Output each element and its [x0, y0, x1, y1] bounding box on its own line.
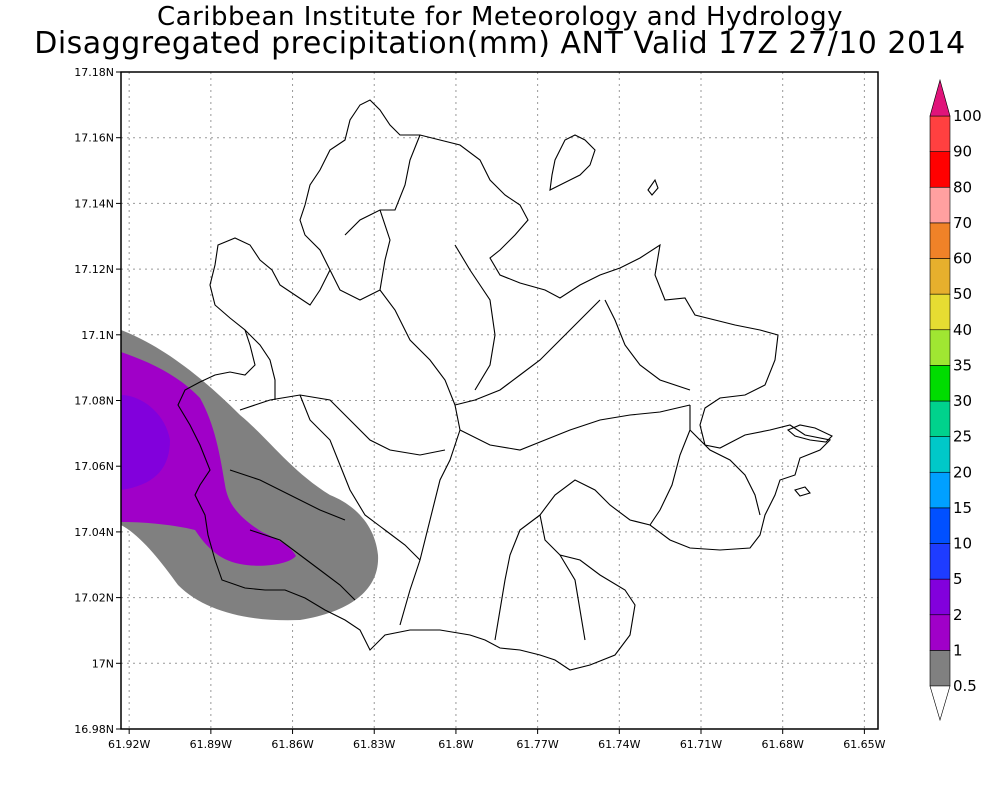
island-outline — [177, 99, 833, 671]
colorbar-swatch — [929, 329, 951, 366]
latitude-tick-labels: 17.18N 17.16N 17.14N 17.12N 17.1N 17.08N 17.06… — [74, 66, 121, 736]
colorbar-label: 15 — [953, 499, 972, 517]
colorbar-swatch — [929, 436, 951, 473]
lat-tick-label: 16.98N — [74, 723, 114, 736]
colorbar-label: 20 — [953, 463, 972, 481]
colorbar-label: 5 — [953, 570, 963, 588]
precip-region-purple — [121, 352, 296, 566]
colorbar-swatch — [929, 507, 951, 544]
internal-boundary — [459, 404, 691, 451]
colorbar-label: 30 — [953, 392, 972, 410]
colorbar-label: 50 — [953, 285, 972, 303]
lat-tick-label: 17.16N — [74, 132, 114, 145]
internal-boundary — [379, 289, 461, 626]
colorbar-label: 80 — [953, 178, 972, 196]
lon-tick-label: 61.77W — [516, 738, 558, 751]
lat-tick-label: 17.14N — [74, 197, 114, 210]
colorbar-label: 10 — [953, 535, 972, 553]
colorbar-swatch — [929, 365, 951, 402]
colorbar-swatch — [929, 578, 951, 616]
internal-boundary — [249, 529, 356, 601]
colorbar-under-arrow — [929, 685, 951, 722]
internal-boundary — [344, 134, 421, 236]
colorbar-label: 40 — [953, 321, 972, 339]
lon-tick-label: 61.83W — [353, 738, 395, 751]
colorbar-swatch — [929, 258, 951, 295]
colorbar-label: 0.5 — [953, 677, 977, 695]
lon-tick-label: 61.89W — [190, 738, 232, 751]
lon-tick-label: 61.65W — [843, 738, 885, 751]
islet-east — [786, 424, 833, 443]
internal-boundary — [239, 394, 446, 456]
internal-boundary — [649, 405, 691, 526]
islet-north — [549, 134, 596, 191]
internal-boundary — [689, 429, 761, 516]
colorbar-label: 60 — [953, 250, 972, 268]
lat-tick-label: 17.08N — [74, 395, 114, 408]
internal-boundary — [329, 209, 391, 301]
title-line-1: Caribbean Institute for Meteorology and … — [157, 2, 843, 32]
colorbar-swatch — [929, 186, 951, 224]
colorbar-label: 70 — [953, 214, 972, 232]
coastline — [177, 99, 832, 671]
lat-tick-label: 17N — [92, 657, 114, 670]
colorbar-swatch — [929, 543, 951, 580]
colorbar-swatch — [929, 151, 951, 188]
colorbar-swatch — [929, 293, 951, 331]
lon-tick-label: 61.71W — [680, 738, 722, 751]
longitude-tick-labels: 61.92W 61.89W 61.86W 61.83W 61.8W 61.77W 61.74… — [108, 729, 886, 751]
colorbar-swatch — [929, 471, 951, 509]
lat-tick-label: 17.12N — [74, 263, 114, 276]
islet-north-small — [647, 178, 659, 196]
colorbar-swatch — [929, 400, 951, 437]
colorbar-label: 2 — [953, 606, 963, 624]
lon-tick-label: 61.92W — [108, 738, 150, 751]
map-grid — [121, 72, 878, 729]
lon-tick-label: 61.68W — [762, 738, 804, 751]
internal-boundary — [454, 244, 496, 391]
lon-tick-label: 61.86W — [271, 738, 313, 751]
colorbar-swatch — [929, 222, 951, 259]
colorbar-over-arrow — [929, 78, 951, 117]
internal-boundary — [299, 394, 421, 561]
lat-tick-label: 17.04N — [74, 526, 114, 539]
title-line-2: Disaggregated precipitation(mm) ANT Vali… — [34, 26, 966, 61]
lon-tick-label: 61.74W — [598, 738, 640, 751]
colorbar-swatch — [929, 614, 951, 651]
colorbar-label: 25 — [953, 428, 972, 446]
internal-boundary — [454, 299, 601, 406]
islet-east-2 — [794, 486, 811, 497]
internal-boundary — [604, 299, 691, 391]
colorbar-label: 90 — [953, 143, 972, 161]
colorbar-swatch — [929, 115, 951, 152]
lat-tick-label: 17.18N — [74, 66, 114, 79]
internal-boundary — [244, 329, 276, 400]
lat-tick-label: 17.06N — [74, 460, 114, 473]
colorbar-label: 100 — [953, 107, 982, 125]
precip-region-violet — [121, 395, 170, 490]
lat-tick-label: 17.1N — [81, 329, 114, 342]
lat-tick-label: 17.02N — [74, 592, 114, 605]
colorbar-label: 1 — [953, 641, 963, 659]
internal-boundary — [229, 469, 346, 521]
colorbar-swatch — [929, 650, 951, 687]
internal-boundary — [559, 554, 586, 641]
lon-tick-label: 61.8W — [438, 738, 473, 751]
internal-boundary — [494, 514, 541, 641]
colorbar-label: 35 — [953, 356, 972, 374]
precipitation-shading — [121, 330, 379, 621]
